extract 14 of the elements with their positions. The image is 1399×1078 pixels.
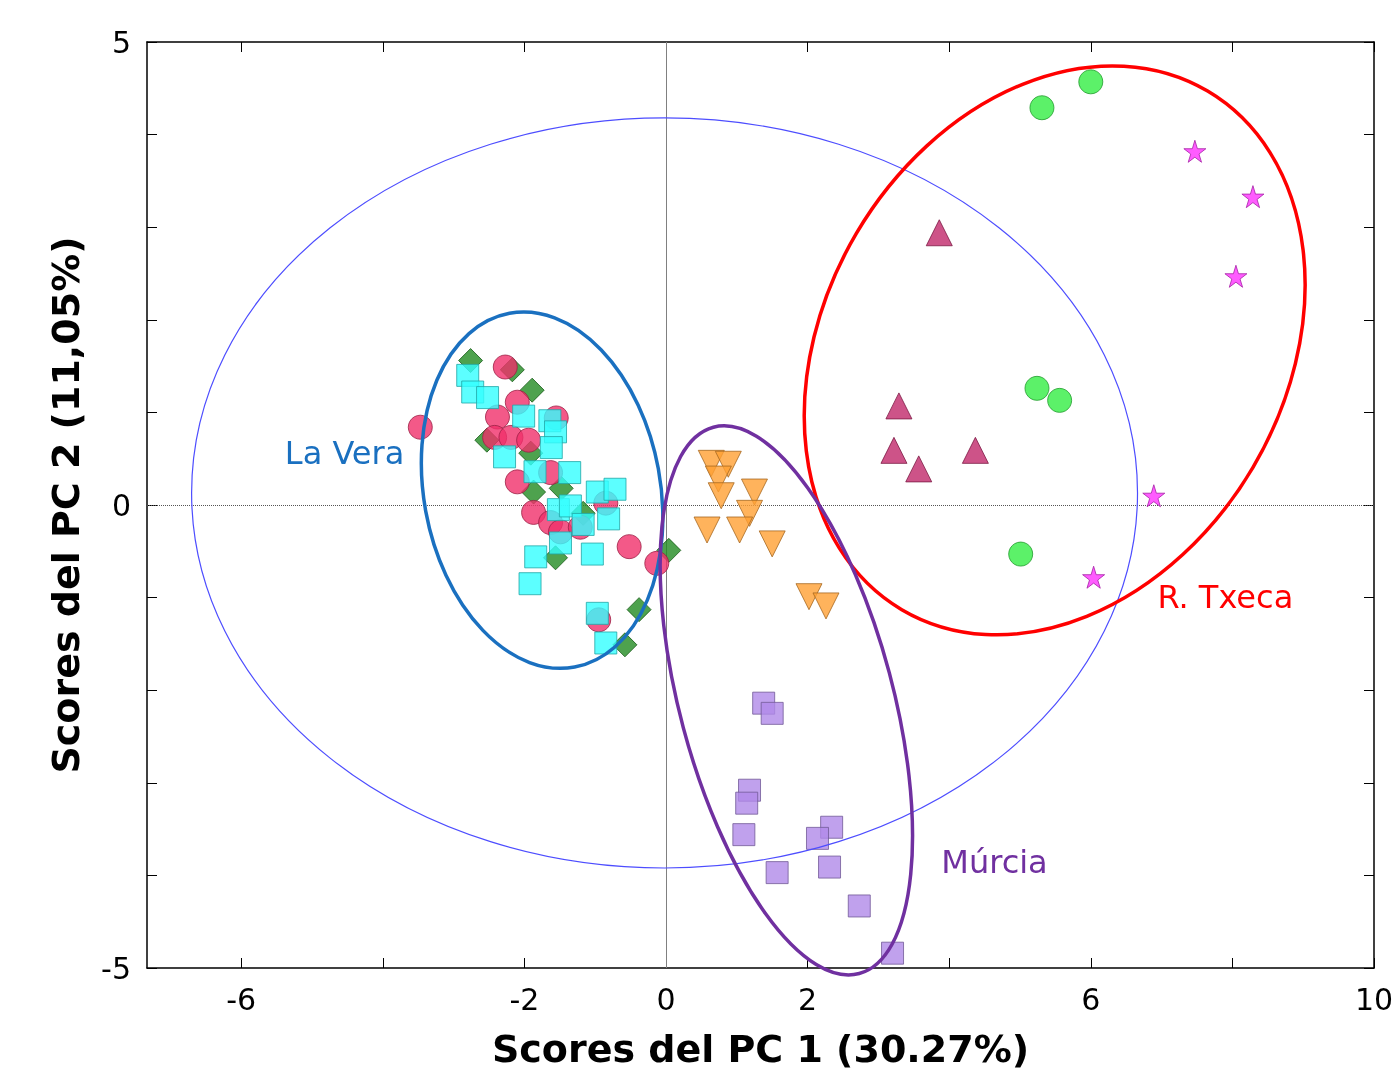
y-tick-label: -5 [101,950,131,986]
annotation: R. Txeca [1157,577,1294,616]
x-tick-label: -6 [226,981,257,1017]
x-tick-label: 6 [1081,981,1101,1017]
y-tick-label: 0 [111,487,131,523]
x-tick-label: 2 [798,981,818,1017]
y-axis-title: Scores del PC 2 (11,05%) [44,236,88,774]
annotation: La Vera [284,434,405,473]
annotation: Múrcia [941,843,1048,882]
y-tick-label: 5 [111,24,131,60]
x-tick-label: -2 [509,981,540,1017]
x-tick-label: 10 [1354,981,1394,1017]
x-axis-title: Scores del PC 1 (30.27%) [491,1027,1030,1071]
x-tick-label: 0 [656,981,676,1017]
